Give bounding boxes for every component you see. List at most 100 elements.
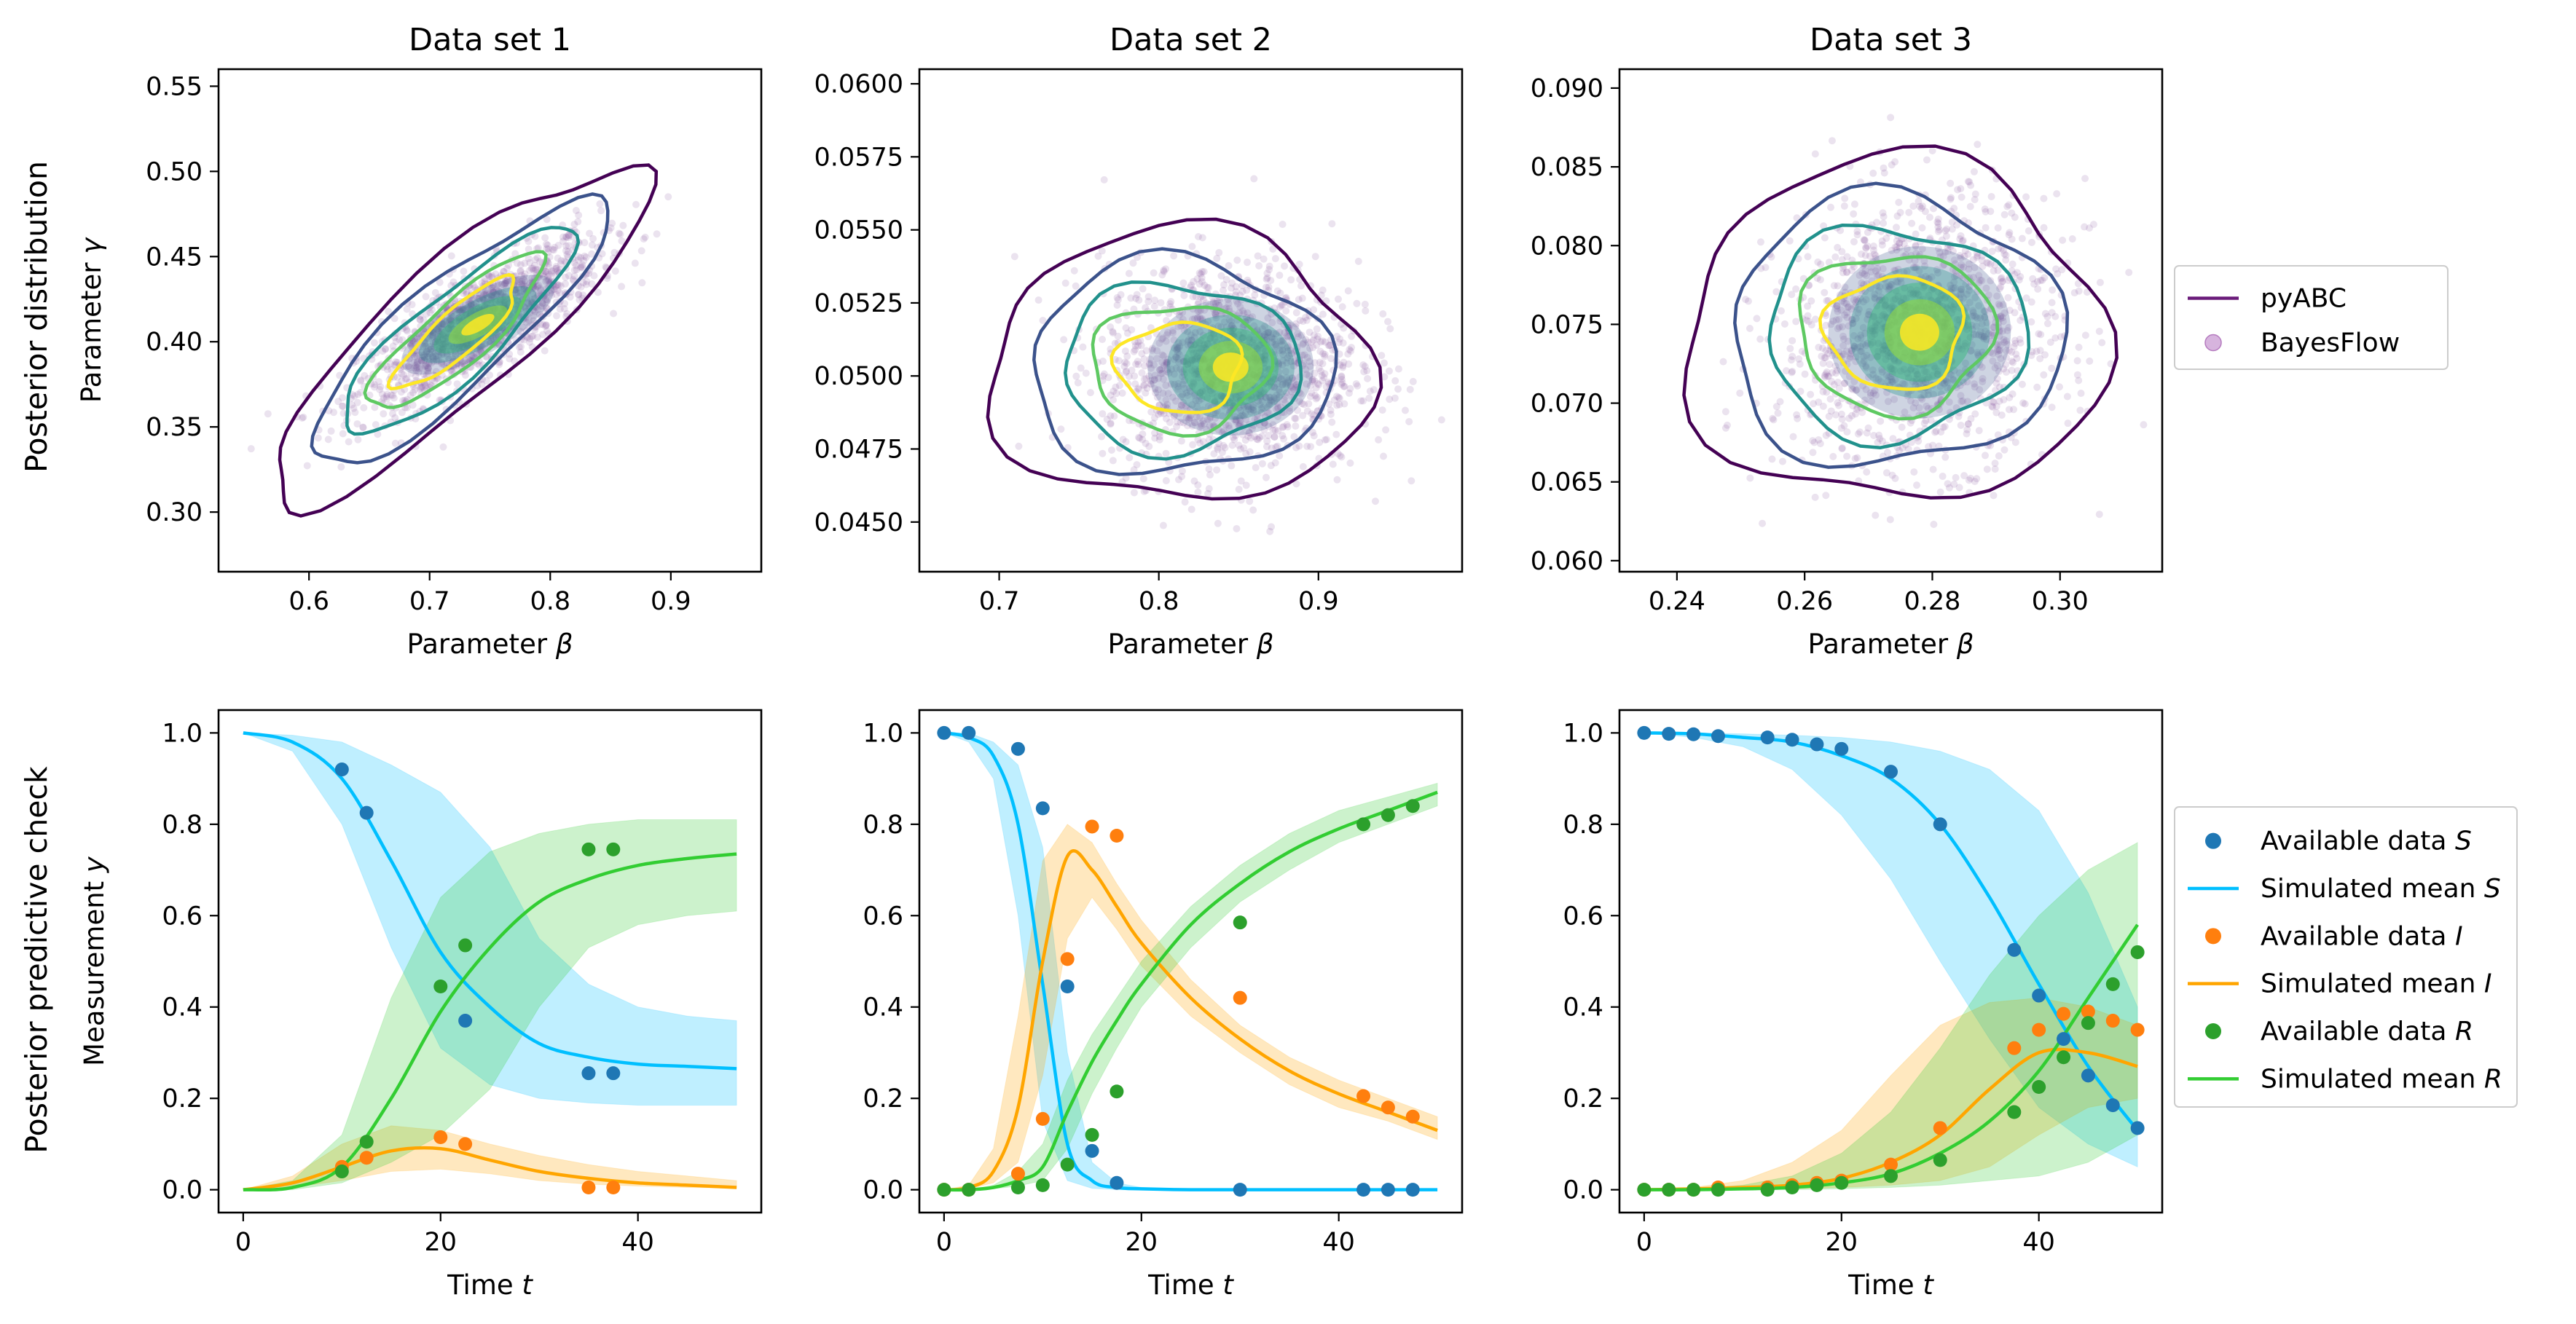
bayesflow-sample-point bbox=[1943, 225, 1951, 233]
bayesflow-sample-point bbox=[1934, 223, 1942, 231]
bayesflow-sample-point bbox=[1868, 398, 1876, 406]
bayesflow-sample-point bbox=[412, 366, 420, 374]
bayesflow-sample-point bbox=[2043, 320, 2051, 328]
bayesflow-sample-point bbox=[381, 345, 389, 353]
bayesflow-sample-point bbox=[1110, 387, 1118, 395]
bayesflow-sample-point bbox=[2064, 419, 2072, 427]
bayesflow-sample-point bbox=[1300, 351, 1308, 359]
bayesflow-sample-point bbox=[562, 242, 570, 250]
bayesflow-sample-point bbox=[489, 284, 497, 292]
legend-label-symbol: R bbox=[2455, 1017, 2473, 1047]
bayesflow-sample-point bbox=[1240, 412, 1248, 420]
bayesflow-sample-point bbox=[1971, 478, 1979, 486]
bayesflow-sample-point bbox=[1887, 280, 1895, 288]
bayesflow-sample-point bbox=[588, 241, 596, 249]
bayesflow-sample-point bbox=[1166, 418, 1174, 426]
bayesflow-sample-point bbox=[1173, 345, 1181, 353]
bayesflow-sample-point bbox=[1199, 296, 1207, 304]
bayesflow-sample-point bbox=[1891, 243, 1899, 251]
bayesflow-sample-point bbox=[1975, 279, 1983, 287]
bayesflow-sample-point bbox=[2013, 269, 2021, 277]
bayesflow-sample-point bbox=[1867, 263, 1875, 271]
bayesflow-sample-point bbox=[404, 362, 412, 370]
bayesflow-sample-point bbox=[1115, 316, 1123, 324]
bayesflow-sample-point bbox=[460, 343, 468, 351]
bayesflow-sample-point bbox=[2000, 338, 2008, 346]
data-point-r bbox=[1711, 1183, 1725, 1197]
bayesflow-sample-point bbox=[1928, 286, 1936, 294]
bayesflow-sample-point bbox=[1266, 393, 1274, 401]
bayesflow-sample-point bbox=[457, 347, 465, 355]
data-point-s bbox=[1662, 727, 1676, 741]
bayesflow-sample-point bbox=[1281, 329, 1289, 337]
bayesflow-sample-point bbox=[1850, 332, 1858, 340]
y-tick-label: 0.075 bbox=[1531, 310, 1603, 339]
bayesflow-sample-point bbox=[1853, 406, 1861, 414]
bayesflow-sample-point bbox=[1128, 366, 1136, 374]
bayesflow-sample-point bbox=[1039, 316, 1047, 324]
bayesflow-sample-point bbox=[2098, 339, 2106, 347]
bayesflow-sample-point bbox=[1265, 266, 1273, 274]
data-point-s bbox=[1110, 1175, 1124, 1190]
bayesflow-sample-point bbox=[1319, 310, 1327, 318]
bayesflow-sample-point bbox=[1305, 328, 1313, 336]
bayesflow-sample-point bbox=[422, 382, 430, 390]
bayesflow-sample-point bbox=[1220, 286, 1228, 294]
bayesflow-sample-point bbox=[578, 261, 586, 269]
bayesflow-sample-point bbox=[426, 309, 434, 317]
bayesflow-sample-point bbox=[1934, 215, 1942, 223]
plot-area bbox=[986, 175, 1445, 535]
data-point-i bbox=[1356, 1089, 1371, 1103]
bayesflow-sample-point bbox=[615, 229, 623, 237]
bayesflow-sample-point bbox=[1246, 448, 1254, 456]
data-point-r bbox=[1035, 1178, 1050, 1192]
bayesflow-sample-point bbox=[1235, 331, 1243, 339]
bayesflow-sample-point bbox=[447, 320, 455, 328]
bayesflow-sample-point bbox=[1858, 409, 1866, 417]
bayesflow-sample-point bbox=[425, 365, 433, 373]
bayesflow-sample-point bbox=[519, 280, 527, 288]
bayesflow-sample-point bbox=[1981, 307, 1989, 315]
bayesflow-sample-point bbox=[1949, 305, 1957, 313]
bayesflow-sample-point bbox=[2054, 269, 2062, 277]
bayesflow-sample-point bbox=[1934, 269, 1942, 277]
bayesflow-sample-point bbox=[1898, 444, 1907, 452]
bayesflow-sample-point bbox=[448, 367, 456, 375]
bayesflow-sample-point bbox=[1913, 481, 1921, 489]
bayesflow-sample-point bbox=[1123, 359, 1131, 367]
bayesflow-sample-point bbox=[422, 350, 430, 358]
bayesflow-sample-point bbox=[1900, 366, 1908, 374]
bayesflow-sample-point bbox=[1287, 387, 1295, 395]
bayesflow-sample-point bbox=[2107, 360, 2115, 368]
bayesflow-sample-point bbox=[424, 364, 432, 372]
bayesflow-sample-point bbox=[425, 353, 433, 361]
x-tick-label: 20 bbox=[1125, 1228, 1158, 1257]
bayesflow-sample-point bbox=[482, 377, 490, 385]
bayesflow-sample-point bbox=[1913, 370, 1921, 378]
pyabc-contour-level bbox=[386, 272, 516, 391]
bayesflow-sample-point bbox=[1203, 416, 1212, 424]
bayesflow-sample-point bbox=[1191, 365, 1199, 373]
bayesflow-sample-point bbox=[1310, 432, 1318, 440]
bayesflow-sample-point bbox=[1276, 452, 1284, 460]
bayesflow-sample-point bbox=[1181, 358, 1189, 366]
bayesflow-sample-point bbox=[1107, 446, 1115, 454]
bayesflow-sample-point bbox=[1179, 390, 1187, 398]
legend-label: Simulated mean S bbox=[2261, 874, 2501, 904]
bayesflow-sample-point bbox=[1909, 378, 1917, 386]
bayesflow-sample-point bbox=[1348, 344, 1356, 352]
bayesflow-sample-point bbox=[1896, 239, 1904, 247]
plot-area bbox=[1637, 725, 2145, 1197]
bayesflow-sample-point bbox=[438, 325, 446, 333]
bayesflow-sample-point bbox=[1242, 481, 1250, 489]
bayesflow-sample-point bbox=[1268, 398, 1276, 406]
bayesflow-sample-point bbox=[1121, 347, 1129, 355]
data-point-s bbox=[1785, 733, 1799, 747]
bayesflow-sample-point bbox=[1971, 383, 1979, 391]
data-point-s bbox=[1834, 741, 1849, 756]
bayesflow-sample-point bbox=[1228, 321, 1236, 329]
bayesflow-sample-point bbox=[546, 253, 554, 261]
bayesflow-sample-point bbox=[1850, 210, 1858, 218]
bayesflow-sample-point bbox=[1184, 341, 1192, 349]
bayesflow-sample-point bbox=[1196, 389, 1204, 397]
